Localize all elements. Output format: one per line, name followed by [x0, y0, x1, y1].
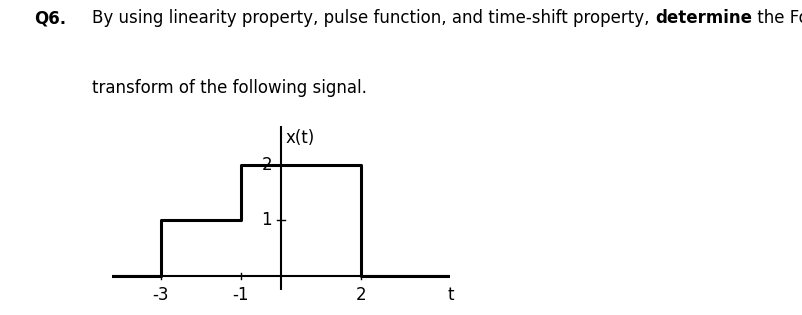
- Text: 2: 2: [261, 156, 272, 174]
- Text: By using linearity property, pulse function, and time-shift property,: By using linearity property, pulse funct…: [92, 9, 654, 27]
- Text: 2: 2: [355, 286, 367, 304]
- Text: 1: 1: [261, 211, 272, 229]
- Text: -1: -1: [233, 286, 249, 304]
- Text: x(t): x(t): [286, 129, 314, 147]
- Text: -3: -3: [152, 286, 168, 304]
- Text: t: t: [448, 286, 454, 304]
- Text: the Fourier: the Fourier: [751, 9, 802, 27]
- Text: determine: determine: [654, 9, 751, 27]
- Text: transform of the following signal.: transform of the following signal.: [92, 79, 367, 97]
- Text: Q6.: Q6.: [34, 9, 66, 27]
